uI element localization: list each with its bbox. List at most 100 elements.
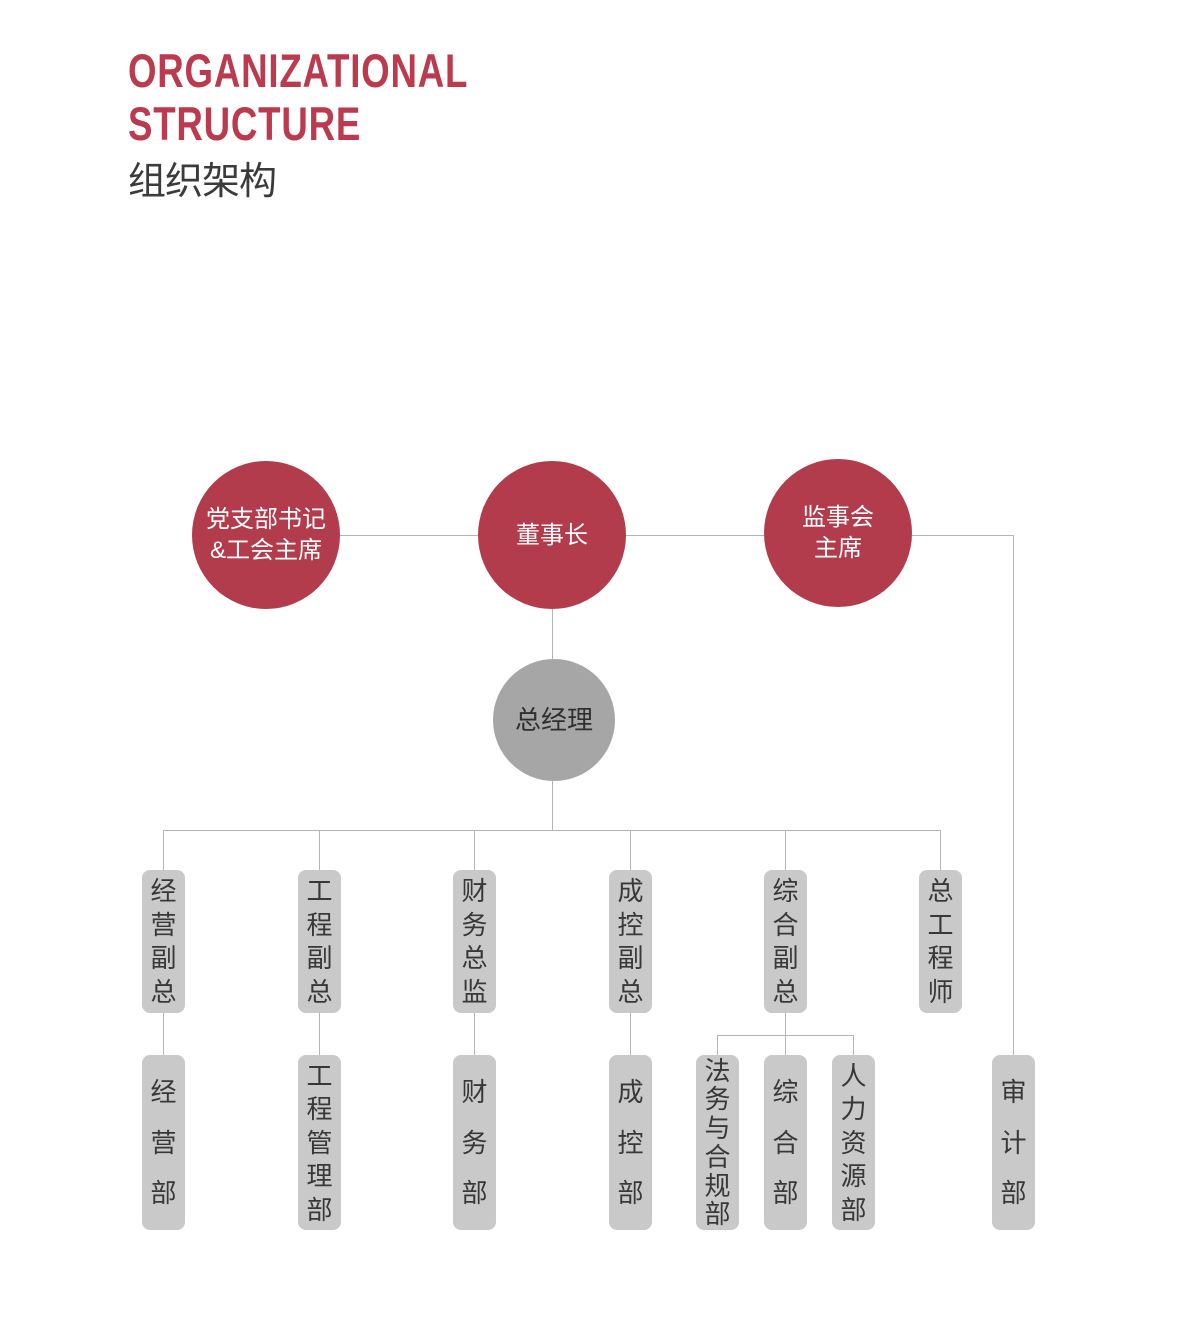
node-label: 监事会 — [802, 504, 874, 531]
node-label: 主席 — [814, 535, 862, 562]
box-label-char: 人 — [840, 1060, 867, 1091]
connector-bracket-right-stub — [853, 1035, 854, 1055]
connector-drop-2 — [319, 830, 320, 870]
connector-supervisory-to-audit — [1013, 535, 1014, 1055]
box-label-char: 控 — [617, 909, 644, 940]
box-finance-dept: 财务部 — [453, 1055, 496, 1230]
box-label-char: 总 — [617, 977, 644, 1008]
box-label-char: 总 — [772, 977, 799, 1008]
box-label-char: 控 — [617, 1127, 644, 1158]
connector-ga-vp-down — [785, 1013, 786, 1055]
box-label-char: 部 — [617, 1177, 644, 1208]
box-finance-director: 财务总监 — [453, 870, 496, 1013]
box-label-char: 部 — [840, 1194, 867, 1225]
box-label-char: 规 — [704, 1170, 731, 1201]
box-label-char: 工 — [306, 1060, 333, 1091]
connector-cost-vp-to-dept — [630, 1013, 631, 1055]
box-label-char: 合 — [772, 909, 799, 940]
node-party-branch-secretary-union-chairman: 党支部书记 &工会主席 — [192, 461, 340, 609]
connector-ga-bracket — [717, 1035, 854, 1036]
box-cost-control-dept: 成控部 — [609, 1055, 652, 1230]
box-label-char: 理 — [306, 1161, 333, 1191]
box-label-char: 总 — [927, 875, 954, 906]
connector-chairman-to-supervisory — [626, 535, 764, 536]
box-hr-dept: 人力资源部 — [832, 1055, 875, 1230]
page-subtitle-chinese: 组织架构 — [128, 161, 277, 203]
connector-party-to-chairman — [340, 535, 478, 536]
connector-gm-down — [552, 781, 553, 830]
box-label-char: 力 — [840, 1094, 867, 1124]
node-label: 总经理 — [514, 705, 593, 735]
box-audit-dept: 审计部 — [992, 1055, 1035, 1230]
box-label-char: 部 — [1000, 1177, 1027, 1208]
box-operations-vp: 经营副总 — [142, 870, 185, 1013]
connector-eng-vp-to-dept — [319, 1013, 320, 1055]
box-label-char: 务 — [461, 1127, 488, 1158]
connector-drop-6 — [940, 830, 941, 870]
box-label-char: 工 — [927, 909, 954, 940]
box-label-char: 合 — [704, 1141, 731, 1172]
box-label-char: 副 — [306, 943, 333, 974]
connector-supervisory-right — [912, 535, 1013, 536]
box-operations-dept: 经营部 — [142, 1055, 185, 1230]
node-label: 董事长 — [516, 521, 588, 549]
box-label-char: 营 — [150, 909, 177, 940]
box-label-char: 部 — [772, 1177, 799, 1208]
box-label-char: 程 — [927, 943, 954, 974]
box-label-char: 部 — [150, 1177, 177, 1208]
box-label-char: 综 — [772, 1077, 799, 1108]
box-label-char: 资 — [840, 1127, 867, 1158]
box-label-char: 副 — [617, 943, 644, 974]
box-label-char: 部 — [306, 1194, 333, 1225]
box-general-affairs-vp: 综合副总 — [764, 870, 807, 1013]
page-title-line2: STRUCTURE — [128, 97, 362, 150]
connector-drop-5 — [785, 830, 786, 870]
box-label-char: 经 — [150, 875, 177, 906]
connector-distribution-bar — [163, 830, 940, 831]
box-label-char: 程 — [306, 909, 333, 940]
node-label: 党支部书记 — [206, 506, 326, 533]
box-label-char: 程 — [306, 1094, 333, 1124]
page-header: ORGANIZATIONAL STRUCTURE 组织架构 — [128, 44, 564, 204]
box-label-char: 总 — [150, 977, 177, 1008]
connector-ops-vp-to-dept — [163, 1013, 164, 1055]
box-general-affairs-dept: 综合部 — [764, 1055, 807, 1230]
box-label-char: 成 — [617, 875, 644, 906]
box-label-char: 师 — [927, 977, 954, 1008]
box-legal-compliance-dept: 法务与合规部 — [696, 1055, 739, 1230]
connector-chairman-to-gm — [552, 609, 553, 659]
connector-fin-dir-to-dept — [474, 1013, 475, 1055]
box-chief-engineer: 总工程师 — [919, 870, 962, 1013]
node-chairman: 董事长 — [478, 461, 626, 609]
box-label-char: 务 — [704, 1084, 731, 1115]
box-label-char: 部 — [461, 1177, 488, 1208]
box-label-char: 营 — [150, 1127, 177, 1158]
box-label-char: 副 — [772, 943, 799, 974]
box-cost-control-vp: 成控副总 — [609, 870, 652, 1013]
box-label-char: 计 — [1000, 1127, 1027, 1158]
node-general-manager: 总经理 — [493, 659, 615, 781]
page-title-line1: ORGANIZATIONAL — [128, 44, 469, 97]
box-label-char: 经 — [150, 1077, 177, 1108]
box-label-char: 工 — [306, 875, 333, 906]
box-label-char: 管 — [306, 1127, 333, 1158]
box-label-char: 副 — [150, 943, 177, 974]
box-engineering-vp: 工程副总 — [298, 870, 341, 1013]
connector-drop-3 — [474, 830, 475, 870]
box-label-char: 财 — [461, 875, 488, 906]
box-label-char: 与 — [704, 1113, 731, 1144]
connector-drop-4 — [630, 830, 631, 870]
box-label-char: 综 — [772, 875, 799, 906]
box-label-char: 部 — [704, 1199, 731, 1230]
box-label-char: 总 — [306, 977, 333, 1008]
box-label-char: 源 — [840, 1161, 867, 1191]
node-supervisory-board-chairman: 监事会 主席 — [764, 459, 912, 607]
box-label-char: 总 — [461, 943, 488, 974]
box-label-char: 财 — [461, 1077, 488, 1108]
box-label-char: 成 — [617, 1077, 644, 1108]
box-label-char: 合 — [772, 1127, 799, 1158]
box-label-char: 法 — [704, 1055, 731, 1086]
node-label: &工会主席 — [209, 537, 322, 564]
box-label-char: 审 — [1000, 1077, 1027, 1108]
box-label-char: 监 — [461, 977, 488, 1008]
